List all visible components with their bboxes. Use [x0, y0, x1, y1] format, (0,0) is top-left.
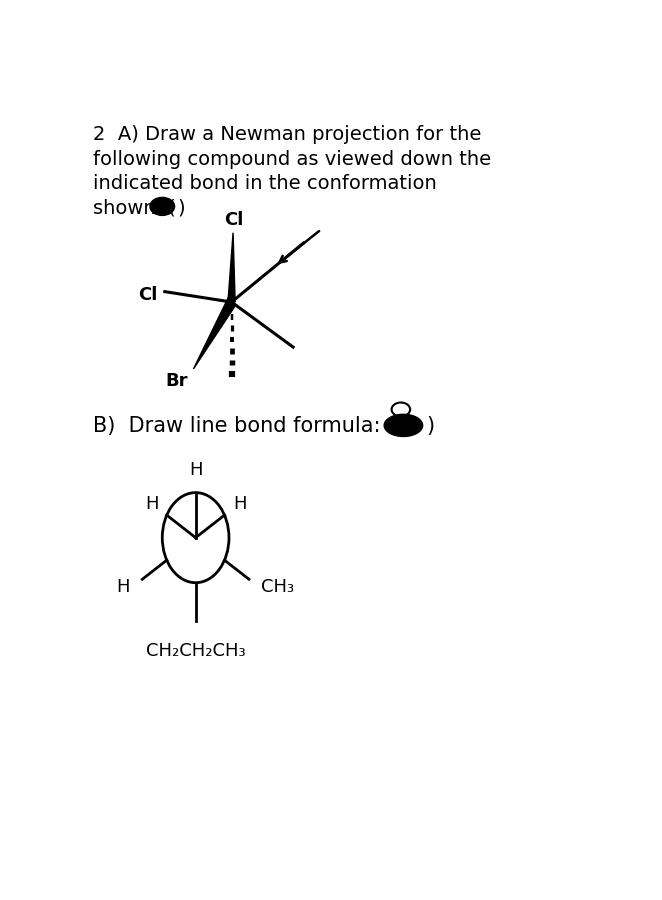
Text: ): ) — [426, 417, 435, 436]
Text: Br: Br — [166, 373, 188, 391]
Polygon shape — [193, 298, 235, 369]
Text: H: H — [145, 495, 158, 513]
Text: shown. (: shown. ( — [93, 198, 175, 217]
Text: Cl: Cl — [224, 212, 243, 230]
Ellipse shape — [384, 414, 422, 436]
Ellipse shape — [150, 197, 175, 215]
Text: ): ) — [177, 198, 185, 217]
Text: H: H — [189, 462, 203, 480]
Text: 2  A) Draw a Newman projection for the: 2 A) Draw a Newman projection for the — [93, 125, 481, 144]
Polygon shape — [228, 233, 235, 302]
Text: following compound as viewed down the: following compound as viewed down the — [93, 149, 491, 168]
Text: B)  Draw line bond formula:: B) Draw line bond formula: — [93, 417, 381, 436]
Text: CH₃: CH₃ — [261, 578, 295, 596]
Text: CH₂CH₂CH₃: CH₂CH₂CH₃ — [146, 642, 246, 660]
Text: indicated bond in the conformation: indicated bond in the conformation — [93, 174, 437, 193]
Text: Cl: Cl — [138, 286, 157, 304]
Text: H: H — [233, 495, 246, 513]
Text: H: H — [117, 578, 130, 596]
